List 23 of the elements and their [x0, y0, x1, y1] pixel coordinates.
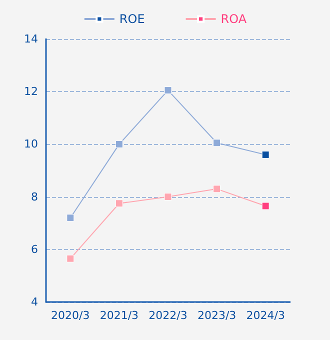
y-tick-label: 8 — [31, 190, 38, 204]
point — [66, 254, 74, 262]
point — [164, 193, 172, 201]
x-tick-label: 2021/3 — [100, 309, 139, 322]
x-tick-label: 2024/3 — [246, 309, 285, 322]
x-tick-label: 2022/3 — [148, 309, 188, 322]
y-tick-label: 10 — [24, 138, 38, 151]
point — [115, 200, 123, 208]
point — [262, 202, 270, 210]
point — [115, 140, 123, 148]
y-tick-label: 4 — [31, 296, 38, 308]
point — [213, 185, 221, 193]
x-tick-label: 2020/3 — [51, 309, 90, 322]
y-tick-label: 12 — [24, 85, 38, 98]
legend-label: ROE — [119, 12, 145, 26]
x-tick-label: 2023/3 — [197, 309, 236, 322]
legend-label: ROA — [220, 12, 248, 26]
y-tick-label: 14 — [24, 32, 38, 46]
y-tick-label: 6 — [31, 242, 38, 256]
point — [262, 150, 270, 158]
point — [164, 86, 172, 94]
point — [66, 214, 74, 222]
point — [213, 139, 221, 147]
